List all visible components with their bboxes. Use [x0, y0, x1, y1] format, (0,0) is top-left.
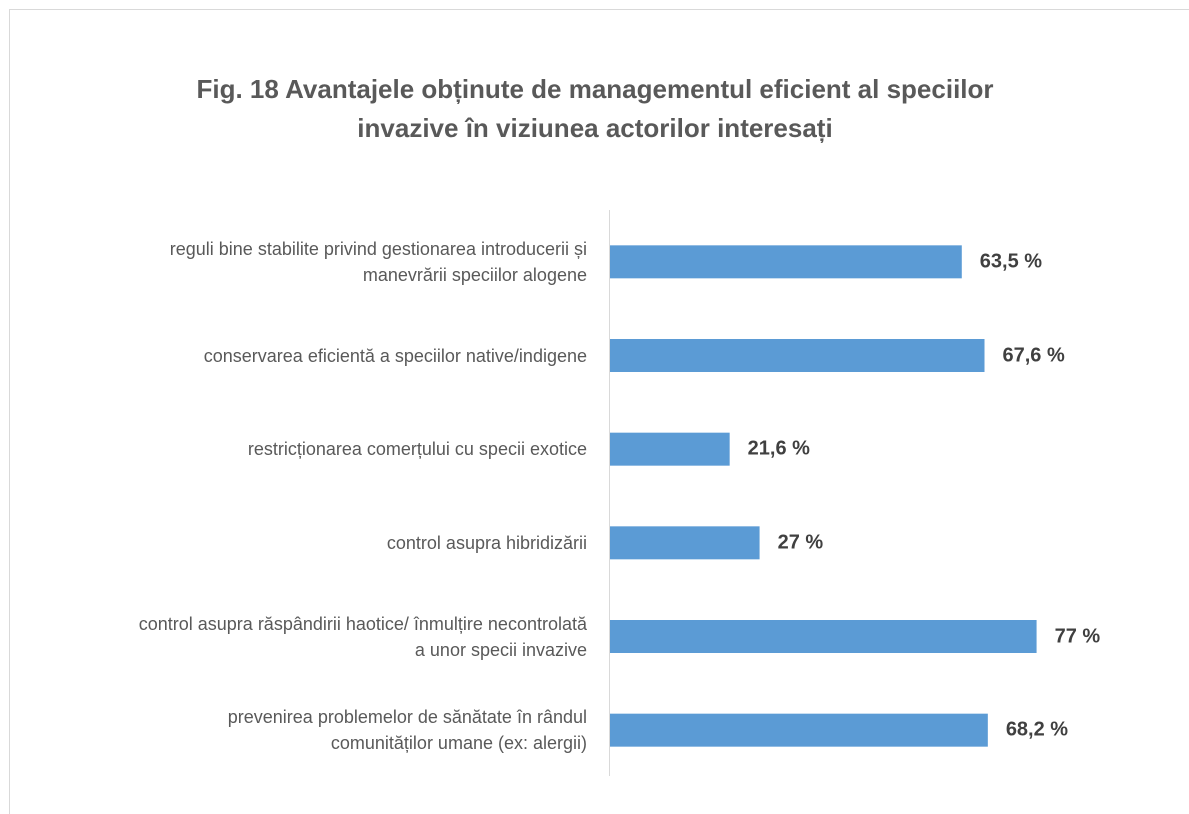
data-label: 21,6 %	[747, 437, 810, 460]
bar	[610, 245, 962, 279]
data-label: 67,6 %	[1002, 344, 1065, 366]
chart-title: Fig. 18 Avantajele obținute de managemen…	[196, 74, 994, 143]
bar	[610, 339, 985, 372]
y-tick-label: restricționarea comerțului cu specii exo…	[247, 439, 587, 460]
y-tick-label: reguli bine stabilite privind gestionare…	[169, 238, 587, 285]
data-label: 68,2 %	[1005, 718, 1069, 741]
bar	[610, 432, 730, 466]
bar	[610, 713, 988, 747]
bar	[610, 526, 760, 560]
y-tick-label: control asupra răspândirii haotice/ înmu…	[138, 613, 587, 660]
y-tick-label: prevenirea problemelor de sănătate în râ…	[227, 707, 587, 754]
y-tick-label: control asupra hibridizării	[386, 532, 587, 553]
data-label: 77 %	[1054, 625, 1101, 647]
data-label: 63,5 %	[979, 250, 1043, 273]
chart-border	[9, 9, 1189, 814]
bar	[610, 620, 1037, 653]
data-label: 27 %	[777, 531, 824, 554]
y-tick-label: conservarea eficientă a speciilor native…	[203, 345, 587, 366]
